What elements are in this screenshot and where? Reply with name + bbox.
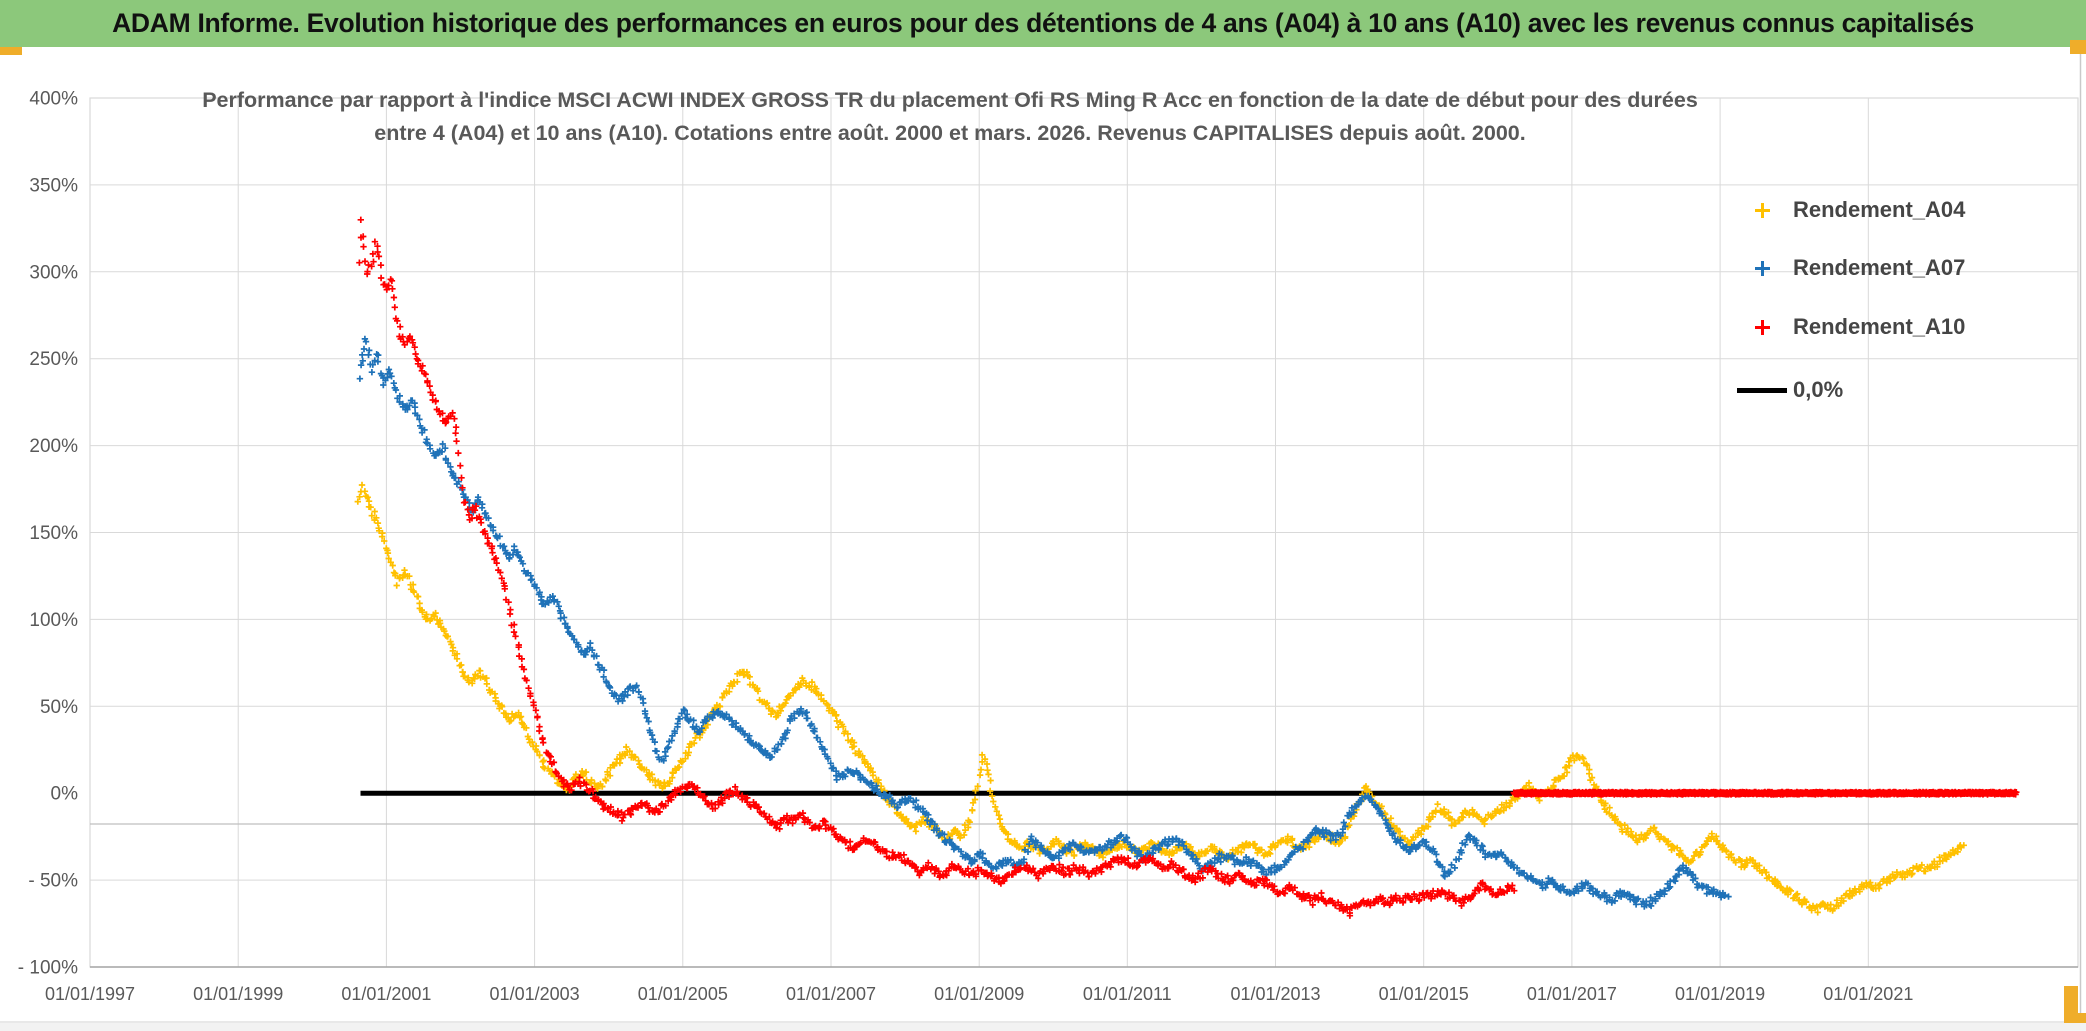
y-tick-label: 300% [29, 262, 78, 283]
x-tick-label: 01/01/2003 [490, 984, 580, 1004]
legend-item-rendement-a10: Rendement_A10 [1737, 313, 1965, 341]
x-tick-label: 01/01/2015 [1379, 984, 1469, 1004]
x-tick-label: 01/01/2005 [638, 984, 728, 1004]
plus-marker-icon [1754, 202, 1770, 218]
x-tick-label: 01/01/1997 [45, 984, 135, 1004]
y-tick-label: 350% [29, 175, 78, 196]
y-tick-label: 150% [29, 523, 78, 544]
legend-item-rendement-a07: Rendement_A07 [1737, 254, 1965, 282]
gold-accent-bottom-right-icon [2064, 1013, 2086, 1023]
x-tick-label: 01/01/2013 [1230, 984, 1320, 1004]
plus-marker-icon [1754, 260, 1770, 276]
x-tick-label: 01/01/2007 [786, 984, 876, 1004]
y-tick-label: 250% [29, 349, 78, 370]
title-banner: ADAM Informe. Evolution historique des p… [0, 0, 2086, 47]
gold-accent-top-right-icon [2070, 40, 2086, 54]
line-marker-icon [1737, 387, 1787, 393]
y-tick-label: 0% [51, 784, 79, 805]
x-tick-label: 01/01/2017 [1527, 984, 1617, 1004]
legend-item-rendement-a04: Rendement_A04 [1737, 196, 1965, 224]
x-tick-label: 01/01/2011 [1083, 984, 1172, 1004]
y-tick-label: - 100% [18, 958, 78, 979]
y-tick-label: 50% [40, 697, 78, 718]
y-tick-label: 100% [29, 610, 78, 631]
legend-label-a07: Rendement_A07 [1793, 255, 1966, 280]
legend-label-a10: Rendement_A10 [1793, 314, 1966, 339]
y-tick-label: - 50% [28, 871, 78, 892]
legend-label-zero: 0,0% [1793, 377, 1844, 402]
x-tick-label: 01/01/2019 [1675, 984, 1765, 1004]
series-Rendement_A07 [356, 335, 1732, 910]
series-Rendement_A10 [356, 216, 2020, 919]
banner-title: ADAM Informe. Evolution historique des p… [112, 8, 1974, 38]
gold-accent-top-left-icon [0, 47, 22, 55]
y-tick-label: 200% [29, 436, 78, 457]
x-tick-label: 01/01/2021 [1823, 984, 1913, 1004]
x-tick-label: 01/01/1999 [193, 984, 283, 1004]
x-tick-label: 01/01/2001 [341, 984, 431, 1004]
x-tick-label: 01/01/2009 [934, 984, 1024, 1004]
legend-item-zero-line: 0,0% [1737, 376, 1843, 404]
frame-bottom-strip [0, 1023, 2086, 1031]
legend-label-a04: Rendement_A04 [1793, 197, 1966, 222]
plus-marker-icon [1754, 319, 1770, 335]
y-tick-label: 400% [29, 89, 78, 110]
